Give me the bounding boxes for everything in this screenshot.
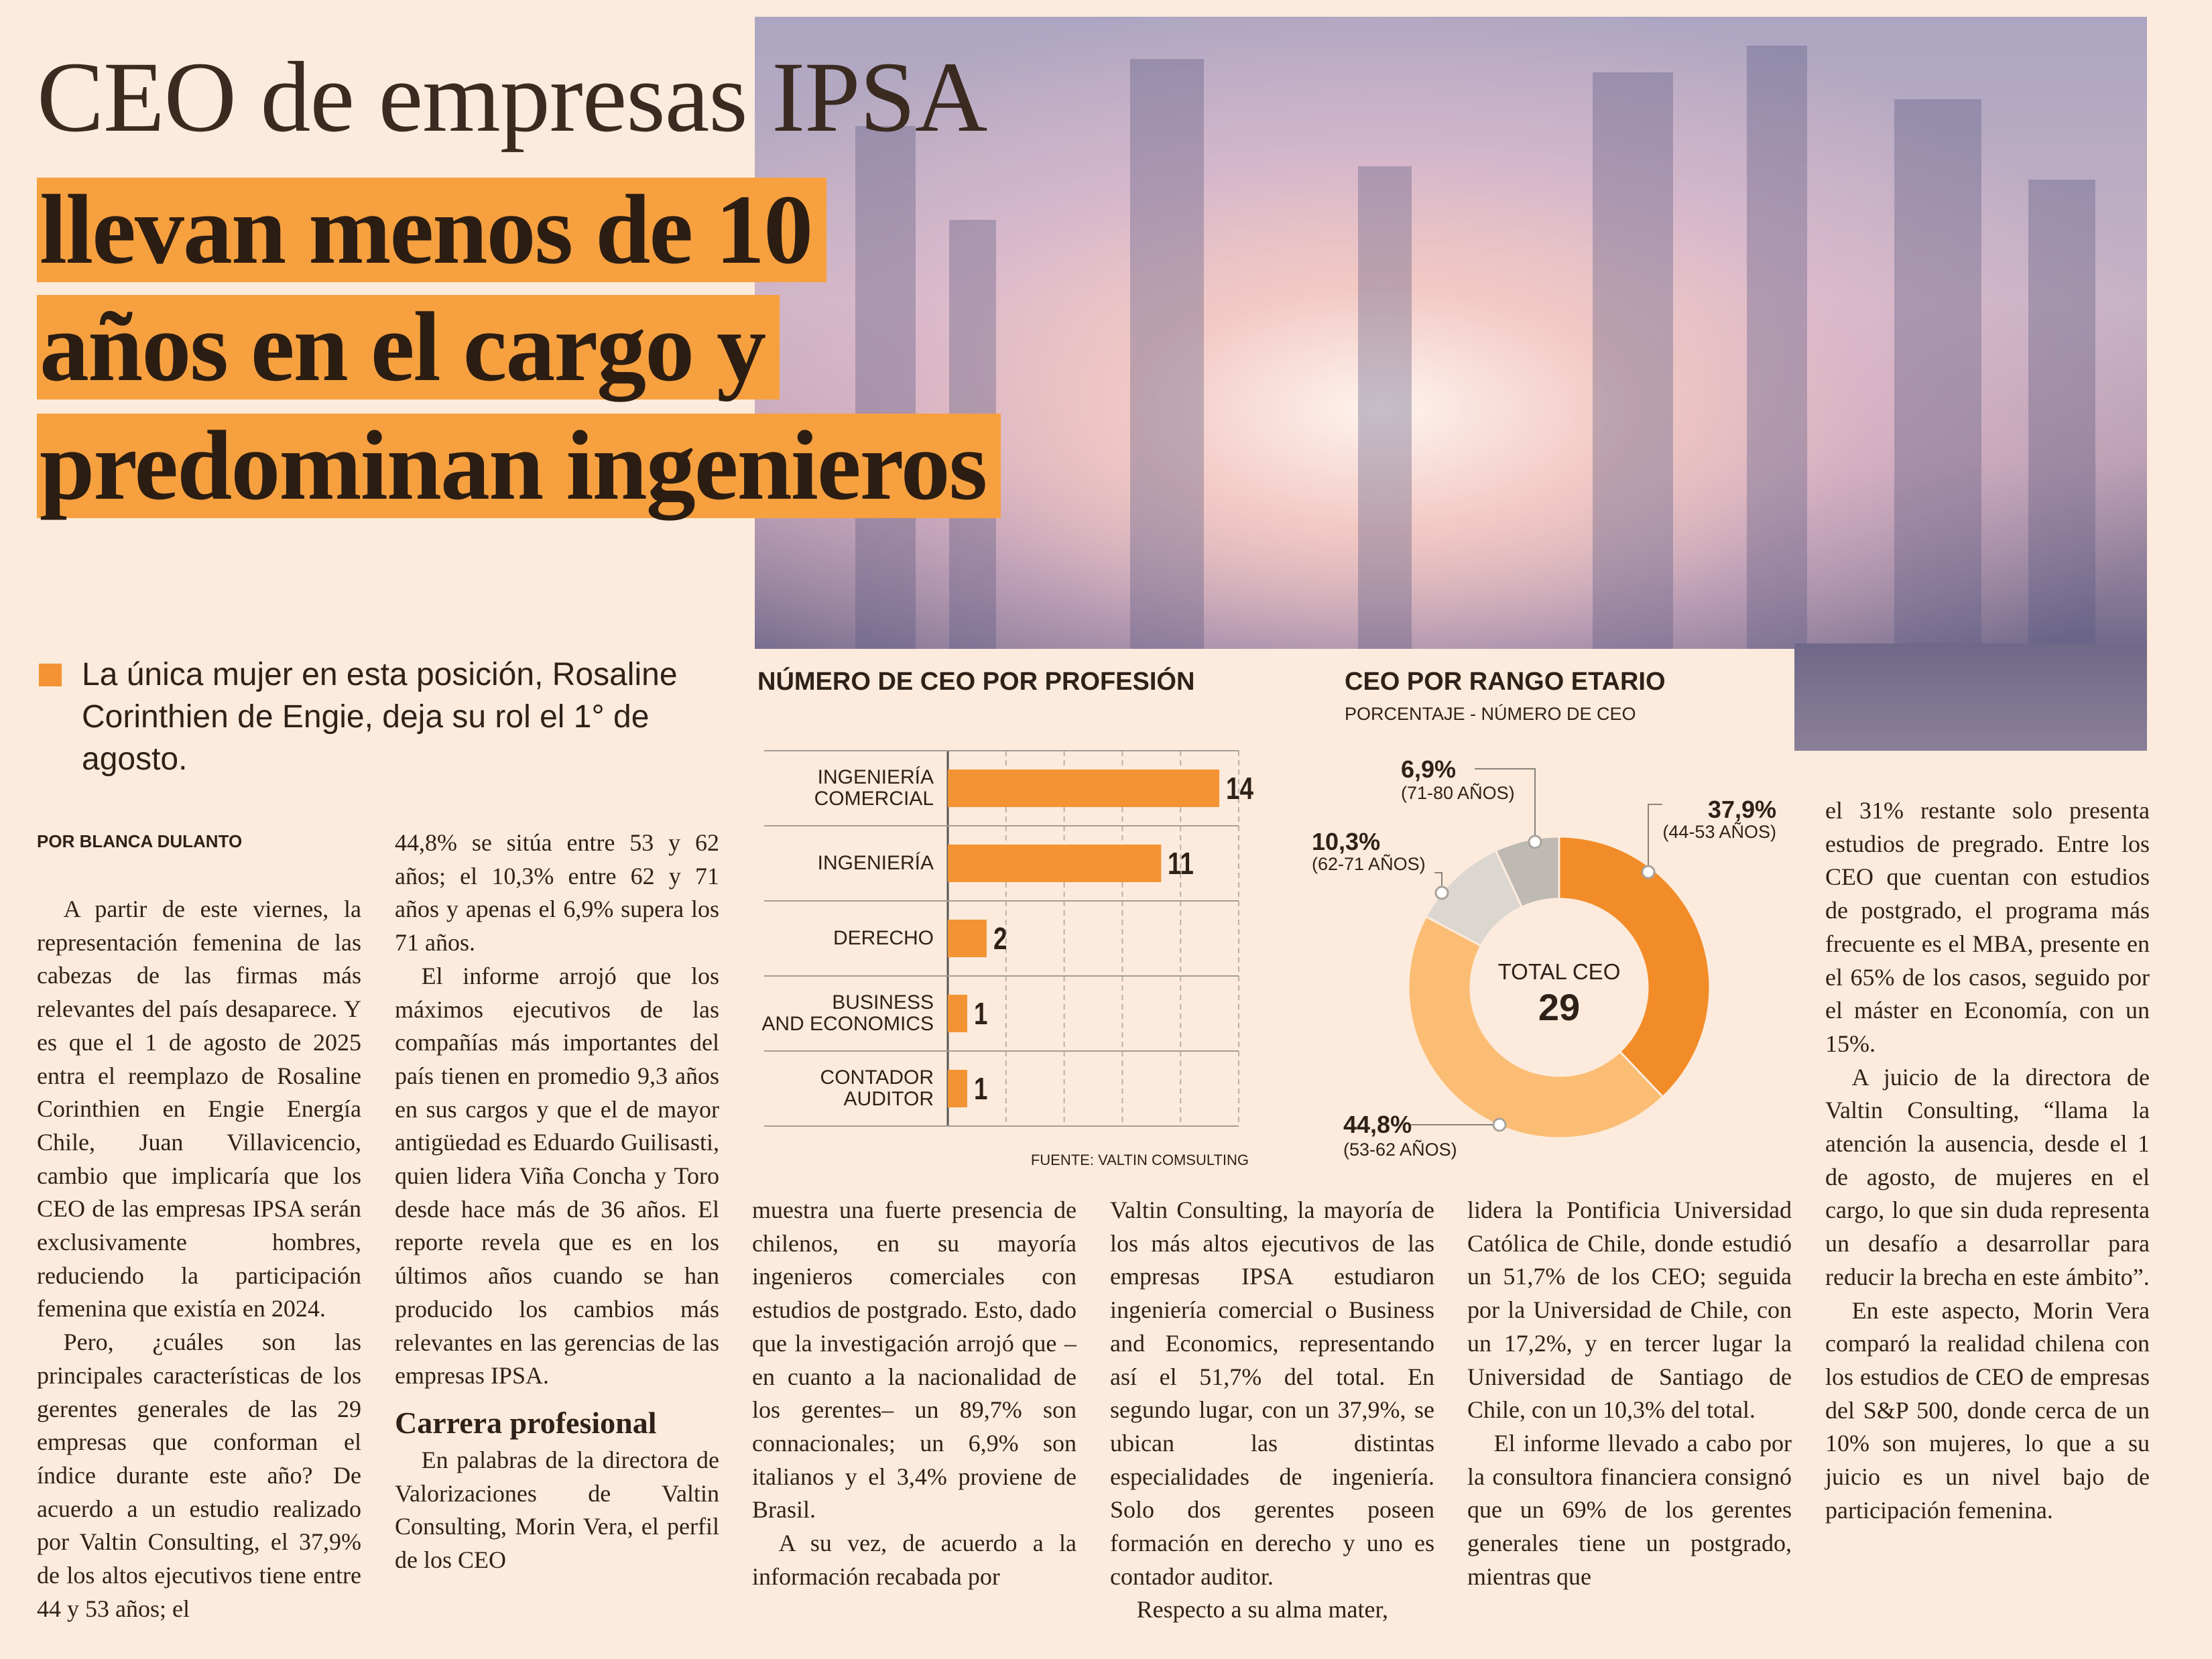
column: el 31% restante solo presenta estudios d… <box>1825 794 2150 1527</box>
leader-dot <box>1434 885 1449 900</box>
value-label: 10,3% <box>1312 828 1381 855</box>
photo-extension <box>1794 643 2147 751</box>
paragraph: Pero, ¿cuáles son las principales caract… <box>37 1329 361 1622</box>
donut-slice <box>1558 835 1711 1099</box>
value-label: 1 <box>973 1071 988 1106</box>
bar <box>948 1070 967 1107</box>
bar <box>948 770 1220 807</box>
donut-slice <box>1494 835 1560 909</box>
headline-highlight: predominan ingenieros <box>37 414 1001 518</box>
value-label: 1 <box>973 996 988 1031</box>
leader-line <box>1475 768 1536 842</box>
bar <box>948 995 967 1032</box>
category-label: (53-62 AÑOS) <box>1343 1140 1457 1160</box>
paragraph: A juicio de la directora de Valtin Consu… <box>1825 1063 2150 1290</box>
category-label: (44-53 AÑOS) <box>1662 822 1776 842</box>
category-label: INGENIERÍA <box>817 852 934 874</box>
value-label: 6,9% <box>1401 755 1457 783</box>
center-label: TOTAL CEO <box>1497 959 1621 984</box>
subheading: Carrera profesional <box>395 1405 657 1440</box>
byline: POR BLANCA DULANTO <box>37 831 243 851</box>
value-label: 14 <box>1226 771 1253 806</box>
paragraph: A su vez, de acuerdo a la información re… <box>752 1530 1077 1590</box>
leader-dot <box>1492 1117 1507 1132</box>
column: 44,8% se sitúa entre 53 y 62 años; el 10… <box>395 826 719 1577</box>
value-label: 2 <box>993 921 1007 956</box>
category-label: INGENIERÍA COMERCIAL <box>814 766 934 810</box>
bar <box>948 845 1162 882</box>
headline-highlight: llevan menos de 10 <box>37 178 827 282</box>
headline: CEO de empresas IPSA <box>37 42 987 153</box>
category-label: BUSINESS AND ECONOMICS <box>761 991 934 1035</box>
chart-title: NÚMERO DE CEO POR PROFESIÓN <box>757 668 1195 696</box>
chart-subtitle: PORCENTAJE - NÚMERO DE CEO <box>1345 704 1636 724</box>
category-label: (71-80 AÑOS) <box>1401 783 1515 803</box>
paragraph: Respecto a su alma mater, <box>1136 1596 1389 1623</box>
leader-dot <box>1528 835 1542 849</box>
chart-title: CEO POR RANGO ETARIO <box>1345 668 1666 696</box>
leader-line <box>1648 804 1662 872</box>
value-label: 37,9% <box>1707 796 1776 823</box>
category-label: (62-71 AÑOS) <box>1312 854 1426 874</box>
column: lidera la Pontificia Universidad Católic… <box>1467 1194 1792 1593</box>
value-label: 11 <box>1168 846 1194 881</box>
paragraph: En palabras de la directora de Valorizac… <box>395 1446 719 1574</box>
category-label: CONTADOR AUDITOR <box>820 1066 934 1110</box>
headline-highlight: años en el cargo y <box>37 295 780 400</box>
leader-dot <box>1641 865 1656 879</box>
column: A partir de este viernes, la representac… <box>37 893 361 1625</box>
paragraph: El informe llevado a cabo por la consult… <box>1467 1429 1792 1590</box>
bar <box>948 920 987 957</box>
center-total: 29 <box>1538 986 1581 1028</box>
photo <box>755 17 2147 649</box>
donut-slice <box>1407 915 1664 1140</box>
category-label: DERECHO <box>833 927 934 949</box>
bullet <box>39 664 62 686</box>
value-label: 44,8% <box>1343 1111 1412 1138</box>
paragraph: Valtin Consulting, la mayoría de los más… <box>1110 1196 1434 1590</box>
column: muestra una fuerte presencia de chilenos… <box>752 1194 1077 1593</box>
paragraph: 44,8% se sitúa entre 53 y 62 años; el 10… <box>395 829 719 957</box>
source: FUENTE: VALTIN COMSULTING <box>1030 1152 1249 1168</box>
paragraph: El informe arrojó que los máximos ejecut… <box>395 962 719 1390</box>
paragraph: En este aspecto, Morin Vera comparó la r… <box>1825 1296 2150 1524</box>
paragraph: A partir de este viernes, la representac… <box>37 896 361 1323</box>
paragraph: el 31% restante solo presenta estudios d… <box>1825 797 2150 1057</box>
paragraph: muestra una fuerte presencia de chilenos… <box>752 1196 1077 1524</box>
paragraph: lidera la Pontificia Universidad Católic… <box>1467 1196 1792 1424</box>
lead: La única mujer en esta posición, Rosalin… <box>82 657 678 777</box>
column: Valtin Consulting, la mayoría de los más… <box>1110 1194 1434 1627</box>
